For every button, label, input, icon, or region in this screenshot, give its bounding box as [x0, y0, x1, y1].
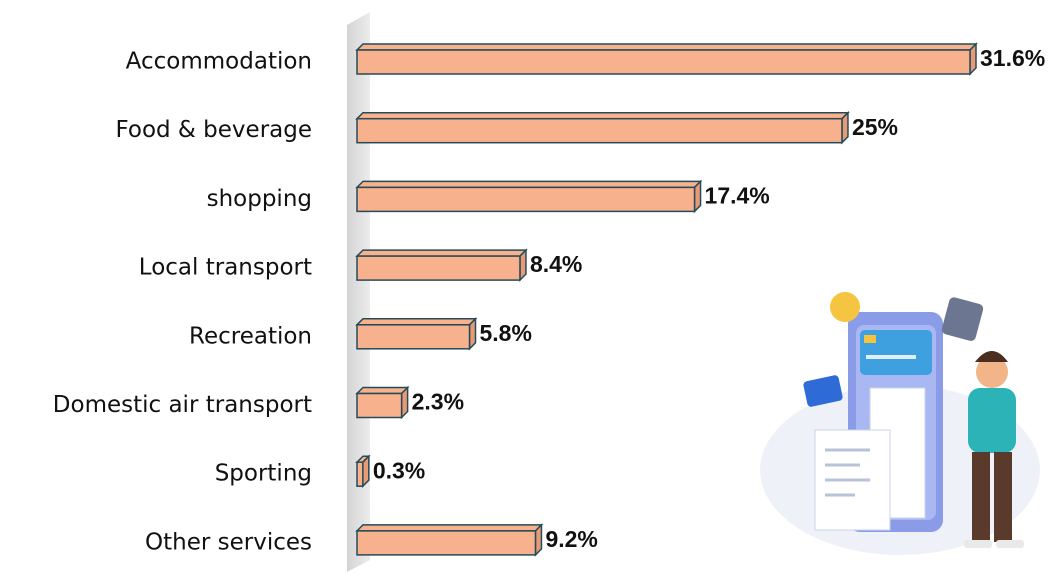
value-label: 9.2% — [545, 526, 597, 552]
bar — [357, 319, 476, 349]
bar-front — [357, 256, 520, 280]
category-label: Sporting — [215, 461, 312, 487]
bar-top — [357, 181, 701, 187]
bar-top — [357, 525, 541, 531]
bar-front — [357, 119, 842, 143]
value-label: 8.4% — [530, 251, 582, 277]
illustration — [760, 292, 1040, 555]
bar — [357, 525, 541, 555]
bar-front — [357, 187, 695, 211]
bar-top — [357, 44, 976, 50]
category-label: Recreation — [189, 323, 312, 349]
bar-side — [695, 181, 701, 211]
category-label: Food & beverage — [115, 117, 312, 143]
value-label: 0.3% — [373, 457, 425, 483]
bar-front — [357, 462, 363, 486]
category-label: Local transport — [139, 255, 312, 281]
bar-front — [357, 394, 402, 418]
bar-top — [357, 388, 408, 394]
value-label: 17.4% — [705, 182, 770, 208]
bar-top — [357, 250, 526, 256]
bar-side — [842, 113, 848, 143]
bar — [357, 388, 408, 418]
value-label: 31.6% — [980, 45, 1045, 71]
bar — [357, 44, 976, 74]
bar — [357, 456, 369, 486]
bar — [357, 113, 848, 143]
bar-side — [535, 525, 541, 555]
bar-top — [357, 113, 848, 119]
bar-front — [357, 531, 535, 555]
chart: Accommodation 31.6% Food & beverage 25% shop… — [0, 0, 1053, 573]
bar-front — [357, 325, 470, 349]
bar — [357, 181, 701, 211]
category-label: Other services — [145, 529, 312, 555]
bar — [357, 250, 526, 280]
baseline-wall — [347, 12, 370, 572]
bar-side — [520, 250, 526, 280]
bar-side — [363, 456, 369, 486]
category-label: Accommodation — [126, 49, 312, 75]
value-label: 2.3% — [412, 389, 464, 415]
category-label: Domestic air transport — [53, 392, 312, 418]
value-label: 25% — [852, 114, 898, 140]
bar-front — [357, 50, 970, 74]
bar-side — [970, 44, 976, 74]
category-label: shopping — [207, 186, 312, 212]
bar-top — [357, 319, 476, 325]
bar-side — [402, 388, 408, 418]
bar-side — [470, 319, 476, 349]
value-label: 5.8% — [480, 320, 532, 346]
